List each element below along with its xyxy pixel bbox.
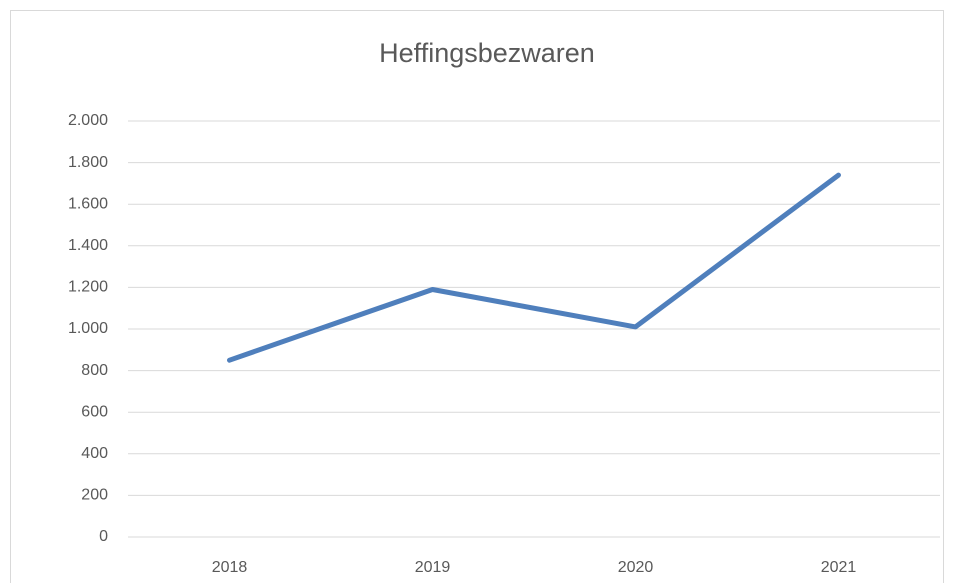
x-tick-label: 2021 — [821, 559, 857, 576]
y-tick-label: 1.800 — [68, 154, 108, 171]
x-tick-label: 2018 — [212, 559, 248, 576]
y-tick-label: 0 — [99, 528, 108, 545]
y-tick-label: 200 — [81, 487, 108, 504]
y-tick-label: 600 — [81, 403, 108, 420]
x-tick-label: 2019 — [415, 559, 451, 576]
y-tick-label: 1.200 — [68, 279, 108, 296]
y-tick-label: 1.000 — [68, 320, 108, 337]
y-tick-label: 2.000 — [68, 112, 108, 129]
chart-title: Heffingsbezwaren — [379, 38, 595, 68]
y-tick-label: 800 — [81, 362, 108, 379]
y-tick-label: 400 — [81, 445, 108, 462]
y-tick-label: 1.600 — [68, 195, 108, 212]
x-tick-label: 2020 — [618, 559, 654, 576]
y-tick-label: 1.400 — [68, 237, 108, 254]
line-series — [227, 172, 841, 363]
